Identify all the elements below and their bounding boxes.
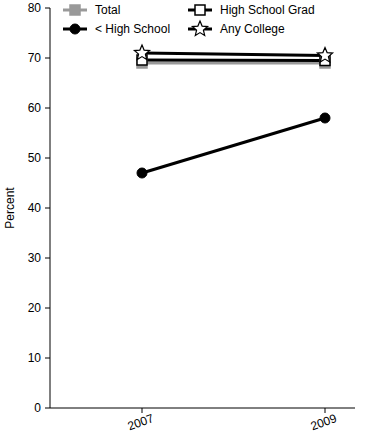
y-tick [45,108,50,109]
y-tick [45,408,50,409]
marker [317,48,332,62]
marker [320,113,330,123]
y-tick [45,208,50,209]
legend-marker [70,5,80,15]
y-tick-label: 70 [28,51,42,65]
legend-label: Total [95,3,120,17]
x-tick [142,408,143,413]
x-tick-label: 2007 [126,411,156,433]
y-tick-label: 50 [28,151,42,165]
legend: Total High School Grad < High School Any Co… [63,3,315,36]
legend-label: < High School [95,22,170,36]
legend-label: High School Grad [220,3,315,17]
series-line [142,62,325,65]
y-tick-label: 10 [28,351,42,365]
series-line [142,59,325,63]
y-tick [45,258,50,259]
y-tick [45,58,50,59]
y-tick-label: 60 [28,101,42,115]
legend-marker [192,21,207,35]
y-tick [45,358,50,359]
y-tick-label: 80 [28,1,42,15]
marker [137,168,147,178]
y-tick-label: 20 [28,301,42,315]
y-tick [45,308,50,309]
y-tick-label: 30 [28,251,42,265]
series-line [142,53,325,56]
chart: 0 10 20 30 40 50 60 70 80 2007 2009 Percent Total Hig… [0,0,373,440]
y-tick-label: 40 [28,201,42,215]
legend-label: Any College [220,22,285,36]
series-line [142,118,325,173]
x-tick [325,408,326,413]
x-axis [50,408,355,409]
y-tick [45,158,50,159]
legend-marker [195,5,205,15]
x-tick-label: 2009 [309,411,339,433]
y-tick-label: 0 [34,401,41,415]
y-tick [45,8,50,9]
y-axis-label: Percent [3,187,17,229]
marker [134,45,149,59]
plot-area [134,45,332,178]
legend-marker [70,24,80,34]
